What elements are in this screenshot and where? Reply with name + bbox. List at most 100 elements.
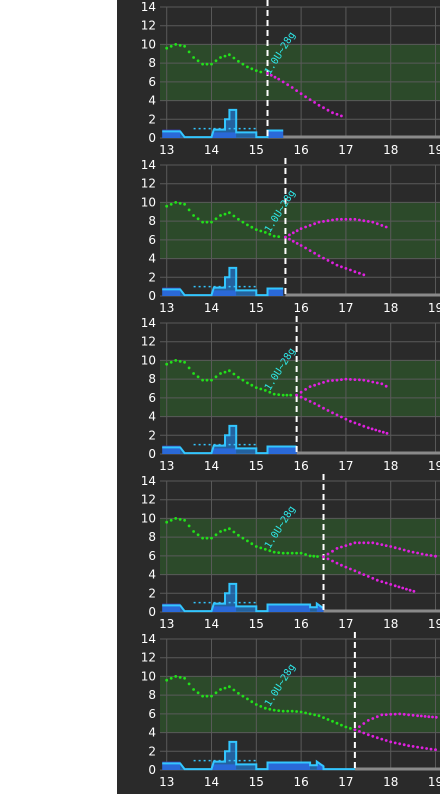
bg-reading-point [219, 688, 222, 691]
bg-reading-point [268, 549, 272, 553]
prediction-point [331, 411, 334, 415]
bg-reading-point [192, 214, 195, 217]
bg-reading-point [286, 709, 290, 713]
bg-reading-point [250, 225, 254, 229]
bg-reading-point [210, 378, 213, 382]
prediction-point [411, 550, 415, 554]
prediction-point [344, 565, 348, 569]
y-tick-label: 10 [141, 669, 156, 683]
prediction-point [288, 233, 291, 237]
insulin-on-board-line [162, 740, 355, 771]
bg-reading-point [228, 685, 231, 689]
prediction-point [326, 219, 330, 223]
y-tick-label: 6 [148, 391, 156, 405]
bg-reading-point [237, 217, 240, 221]
bg-reading-point [272, 234, 276, 238]
prediction-point [411, 745, 415, 748]
bg-reading-point [281, 709, 285, 713]
bg-reading-point [196, 691, 200, 695]
bg-reading-point [205, 220, 209, 224]
y-tick-label: 8 [148, 214, 156, 228]
prediction-point [344, 267, 348, 270]
prediction-point [380, 382, 384, 386]
y-tick-label: 4 [148, 410, 156, 424]
prediction-point [322, 106, 325, 110]
bg-reading-point [263, 547, 267, 551]
bg-reading-point [228, 211, 231, 215]
prediction-point [288, 237, 291, 241]
bg-reading-point [183, 360, 186, 364]
prediction-point [326, 259, 330, 262]
bg-reading-point [183, 202, 186, 206]
y-tick-label: 10 [141, 353, 156, 367]
bg-reading-point [289, 393, 293, 397]
prediction-point [313, 383, 316, 387]
prediction-point [378, 429, 381, 433]
prediction-point [425, 553, 428, 557]
prediction-point [326, 557, 330, 561]
bg-reading-point [214, 217, 218, 221]
prediction-point [358, 541, 361, 545]
prediction-point [407, 713, 410, 717]
prediction-point [331, 549, 334, 553]
y-tick-label: 14 [141, 474, 156, 488]
prediction-point [317, 254, 321, 258]
prediction-point [290, 86, 294, 89]
prediction-point [353, 270, 357, 274]
bg-reading-point [250, 67, 254, 71]
prediction-point [340, 545, 343, 549]
bg-reading-point [281, 393, 285, 397]
bg-reading-point [174, 359, 178, 362]
prediction-point [407, 744, 410, 748]
prediction-point [335, 263, 339, 267]
y-tick-label: 0 [148, 605, 156, 619]
prediction-point [317, 103, 321, 107]
prediction-point [349, 268, 352, 272]
bg-reading-point [169, 360, 173, 364]
prediction-point [304, 246, 307, 250]
prediction-point [362, 424, 366, 428]
prediction-point [380, 713, 384, 717]
prediction-point [340, 563, 343, 567]
prediction-point [362, 731, 366, 735]
x-tick-label: 13 [159, 775, 174, 789]
bg-reading-point [259, 229, 263, 233]
prediction-point [375, 222, 379, 226]
bg-reading-point [335, 721, 339, 725]
prediction-point [340, 415, 343, 419]
bg-reading-point [178, 360, 182, 363]
x-tick-label: 15 [249, 143, 264, 157]
prediction-point [295, 242, 299, 245]
x-tick-label: 18 [383, 143, 398, 157]
prediction-point [304, 397, 307, 401]
insulin-on-board-line [162, 424, 297, 455]
prediction-point [291, 239, 295, 243]
prediction-point [393, 712, 397, 716]
prediction-point [358, 571, 361, 575]
bg-reading-point [304, 711, 307, 715]
prediction-point [299, 244, 303, 247]
prediction-point [344, 417, 348, 421]
prediction-point [326, 409, 330, 412]
prediction-point [313, 402, 316, 405]
y-tick-label: 10 [141, 37, 156, 51]
prediction-point [335, 413, 339, 417]
bg-reading-point [219, 56, 222, 59]
y-tick-label: 6 [148, 549, 156, 563]
bg-reading-point [219, 530, 222, 533]
prediction-point [308, 98, 312, 101]
prediction-point [340, 378, 343, 381]
bg-reading-point [268, 707, 272, 711]
x-tick-label: 15 [249, 301, 264, 315]
prediction-point [398, 742, 402, 746]
x-tick-label: 19 [428, 459, 440, 473]
bg-reading-point [263, 389, 267, 392]
prediction-point [389, 545, 393, 548]
prediction-point [353, 569, 357, 573]
prediction-point [407, 549, 410, 553]
bg-reading-point [174, 201, 178, 204]
bg-reading-point [210, 220, 213, 224]
x-tick-label: 19 [428, 775, 440, 789]
x-tick-label: 18 [383, 617, 398, 631]
